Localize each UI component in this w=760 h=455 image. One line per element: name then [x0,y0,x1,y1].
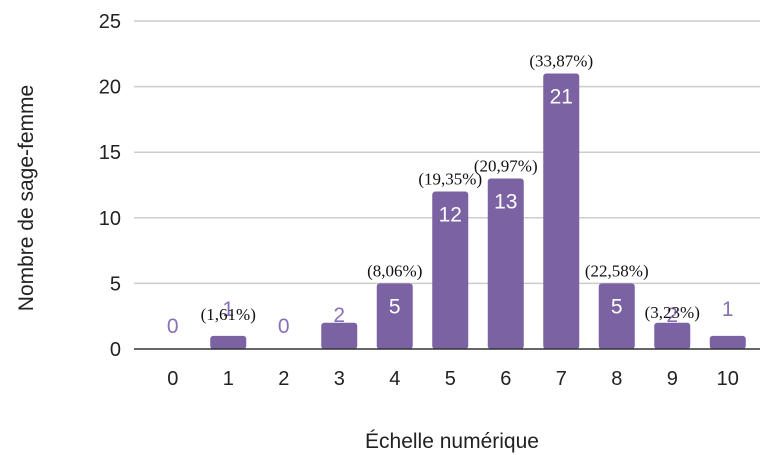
data-label: 5 [389,295,401,318]
data-label: 1 [222,298,234,321]
x-tick-label: 0 [167,368,178,390]
x-tick-label: 6 [500,368,511,390]
x-tick-label: 5 [445,368,456,390]
data-label: 21 [550,85,573,108]
bar [432,191,469,349]
x-tick-label: 4 [389,368,400,390]
data-label: 0 [167,315,179,338]
x-tick-label: 9 [667,368,678,390]
bar [321,322,358,349]
y-tick-label: 20 [99,77,121,99]
x-tick-label: 8 [611,368,622,390]
y-tick-label: 5 [110,273,121,295]
percent-label: (8,06%) [367,261,422,280]
bar [376,283,413,349]
bar [654,322,691,349]
x-tick-label: 1 [223,368,234,390]
bar [598,283,635,349]
data-label: 5 [611,295,623,318]
y-tick-label: 15 [99,142,121,164]
x-tick-label: 7 [556,368,567,390]
percent-label: (22,58%) [585,261,649,280]
data-label: 12 [439,204,462,227]
data-label: 2 [666,304,678,327]
data-label: 2 [333,304,345,327]
y-axis-title: Nombre de sage-femme [15,85,38,311]
bars [210,73,746,349]
bar [210,335,247,349]
percent-label: (20,97%) [474,156,538,175]
x-tick-label: 3 [334,368,345,390]
percent-label: (33,87%) [529,51,593,70]
data-label: 1 [722,298,734,321]
data-label: 13 [494,190,517,213]
bar [709,335,746,349]
y-tick-label: 10 [99,208,121,230]
y-tick-label: 25 [99,11,121,33]
x-tick-label: 2 [278,368,289,390]
percent-label: (3,23%) [645,303,700,322]
y-tick-label: 0 [110,339,121,361]
x-tick-label: 10 [717,368,739,390]
percent-label: (19,35%) [418,170,482,189]
bar [543,73,580,349]
gridlines [134,20,760,285]
x-axis-title: Échelle numérique [365,430,539,453]
percent-label: (1,61%) [201,305,256,324]
bar [487,178,524,349]
data-label: 0 [278,315,290,338]
